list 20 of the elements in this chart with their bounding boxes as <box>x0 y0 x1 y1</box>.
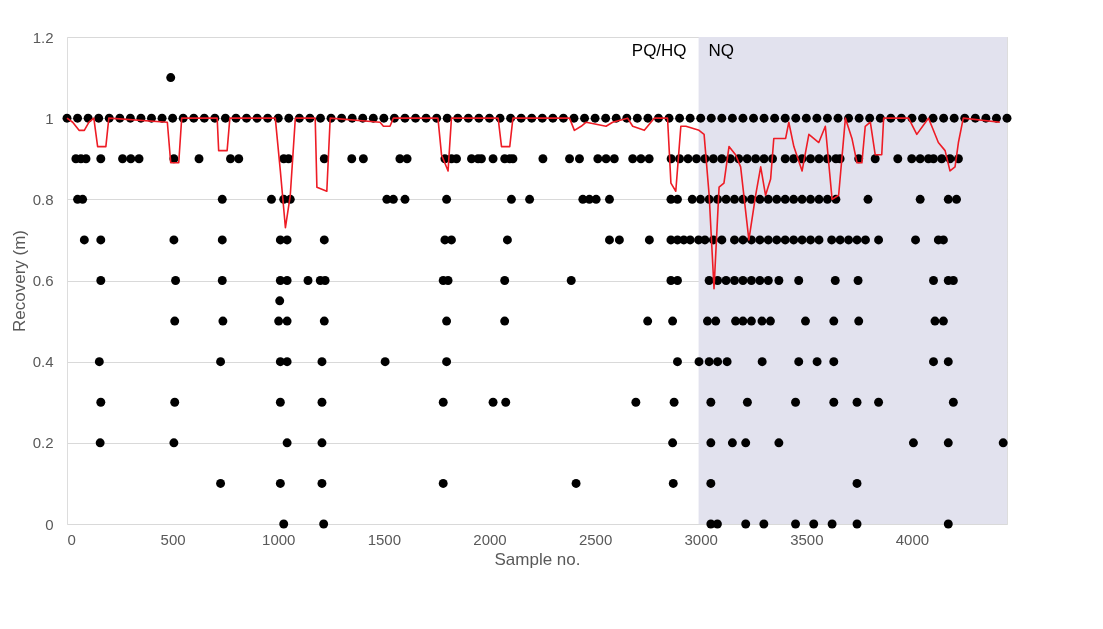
annotation: PQ/HQ <box>631 41 687 60</box>
x-tick-label: 1500 <box>367 530 402 548</box>
x-tick-label: 3500 <box>790 530 824 548</box>
y-axis-title: Recovery (m) <box>9 229 29 333</box>
y-tick-label: 0.6 <box>32 272 54 289</box>
x-tick-label: 2000 <box>473 530 507 548</box>
y-tick-label: 0.2 <box>32 434 54 452</box>
y-tick-label: 1.2 <box>32 28 54 46</box>
x-axis-title: Sample no. <box>494 549 581 569</box>
x-tick-label: 500 <box>160 530 186 548</box>
y-tick-label: 0 <box>45 515 54 533</box>
y-tick-label: 0.4 <box>32 353 54 371</box>
x-tick-label: 1000 <box>262 530 296 548</box>
y-tick-label: 0.8 <box>32 190 54 208</box>
y-tick-label: 1 <box>45 109 54 127</box>
band-label: NQ <box>708 41 735 60</box>
x-tick-label: 3000 <box>684 530 718 548</box>
x-tick-label: 4000 <box>895 530 930 548</box>
x-tick-label: 0 <box>67 530 76 548</box>
x-tick-label: 2500 <box>578 530 613 548</box>
